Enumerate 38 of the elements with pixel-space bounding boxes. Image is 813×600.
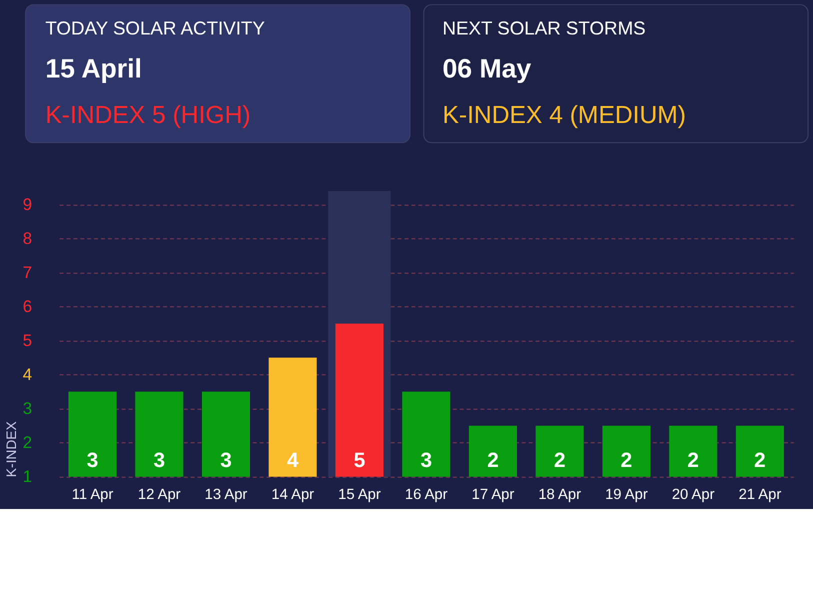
- y-tick-label: 3: [22, 399, 32, 418]
- text: 15 April: [45, 54, 142, 84]
- data-label: 3: [86, 448, 98, 472]
- y-tick-label: 2: [22, 433, 32, 452]
- x-tick-label: 15 Apr: [338, 486, 381, 503]
- text: K-INDEX 4 (MEDIUM): [442, 102, 686, 129]
- x-tick-label: 14 Apr: [271, 486, 314, 503]
- x-tick-label: 13 Apr: [204, 486, 248, 503]
- y-tick-label: 7: [22, 263, 32, 282]
- text: NEXT SOLAR STORMS: [442, 17, 646, 38]
- x-tick-label: 17 Apr: [472, 486, 514, 503]
- data-label: 4: [286, 448, 299, 472]
- y-tick-label: 8: [22, 228, 32, 248]
- x-tick-label: 20 Apr: [672, 486, 715, 503]
- x-tick-label: 11 Apr: [72, 486, 114, 503]
- x-tick-label: 18 Apr: [538, 486, 582, 503]
- text: TODAY SOLAR ACTIVITY: [45, 17, 266, 38]
- y-tick-label: 4: [22, 365, 32, 384]
- data-label: 5: [354, 448, 366, 472]
- data-label: 2: [487, 448, 499, 472]
- x-tick-label: 16 Apr: [404, 486, 448, 503]
- data-label: 2: [687, 448, 699, 472]
- data-label: 2: [554, 448, 566, 472]
- x-tick-label: 21 Apr: [738, 486, 782, 503]
- data-label: 3: [220, 448, 232, 472]
- data-label: 3: [420, 448, 432, 472]
- y-tick-label: 1: [22, 467, 32, 486]
- data-label: 2: [620, 448, 632, 472]
- x-tick-label: 12 Apr: [138, 486, 181, 503]
- y-tick-label: 5: [22, 331, 32, 350]
- text: 06 May: [442, 54, 532, 84]
- y-tick-label: 6: [22, 297, 32, 316]
- x-tick-label: 19 Apr: [605, 486, 648, 503]
- text: K-INDEX 5 (HIGH): [45, 102, 251, 129]
- y-tick-label: 9: [22, 194, 32, 214]
- y-axis-title: K-INDEX: [4, 421, 19, 478]
- data-label: 2: [754, 448, 766, 472]
- data-label: 3: [153, 448, 165, 472]
